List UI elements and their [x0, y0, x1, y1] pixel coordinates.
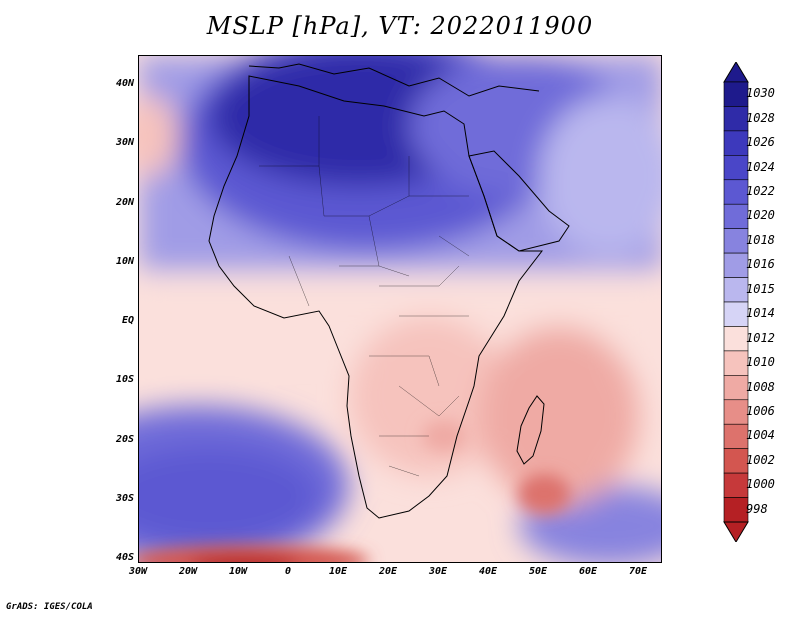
pressure-map — [139, 56, 661, 562]
colorbar-swatch — [723, 252, 749, 278]
colorbar-arrow-bottom — [723, 521, 749, 542]
colorbar-level-label: 1015 — [746, 281, 775, 296]
colorbar-swatch — [723, 497, 749, 523]
colorbar-swatch — [723, 375, 749, 401]
colorbar-level-label: 998 — [746, 501, 768, 516]
africa-coastline — [208, 75, 544, 519]
madagascar-coastline — [516, 395, 545, 465]
lat-tick-label: 20N — [115, 196, 134, 208]
colorbar-level-label: 1016 — [746, 257, 775, 272]
colorbar-swatch — [723, 228, 749, 254]
plot-title: MSLP [hPa], VT: 2022011900 — [206, 12, 594, 40]
colorbar-level-label: 1010 — [746, 355, 775, 370]
lat-tick-label: EQ — [121, 315, 134, 326]
colorbar-swatch — [723, 179, 749, 205]
lat-tick-label: 30N — [115, 137, 134, 149]
colorbar-swatch — [723, 81, 749, 107]
colorbar-swatch — [723, 399, 749, 425]
pressure-field — [139, 56, 661, 562]
lat-tick-label: 10N — [115, 255, 134, 267]
lon-tick-label: 20W — [178, 566, 198, 577]
lat-tick-label: 10S — [115, 374, 134, 386]
colorbar-level-label: 1006 — [746, 404, 775, 418]
colorbar-arrow-top — [723, 62, 749, 83]
colorbar-swatch — [723, 203, 749, 229]
mozambique-channel-low — [479, 326, 639, 506]
southern-ocean-low-core — [190, 556, 298, 562]
lon-tick-label: 30W — [128, 566, 148, 577]
europe-coastline — [248, 63, 540, 97]
colorbar-swatch — [723, 350, 749, 376]
atlantic-north-low — [139, 96, 179, 176]
lat-tick-label: 40S — [115, 552, 134, 563]
lon-tick-label: 60E — [578, 566, 598, 577]
coastlines — [208, 63, 570, 519]
colorbar-swatch — [723, 277, 749, 303]
lat-tick-label: 40N — [115, 78, 134, 89]
colorbar-level-label: 1012 — [746, 330, 775, 345]
colorbar-level-label: 1000 — [746, 477, 775, 492]
colorbar-swatch — [723, 326, 749, 352]
colorbar-swatch — [723, 472, 749, 498]
map-panel — [138, 55, 662, 563]
lon-tick-label: 10W — [228, 566, 248, 577]
colorbar-swatch — [723, 130, 749, 156]
country-borders — [259, 116, 470, 477]
colorbar-level-label: 1008 — [746, 379, 775, 394]
colorbar-level-label: 1014 — [746, 306, 775, 321]
colorbar-swatch — [723, 423, 749, 449]
lon-tick-label: 20E — [378, 566, 398, 577]
lon-tick-label: 10E — [328, 566, 348, 577]
lon-tick-label: 40E — [478, 566, 498, 577]
colorbar-level-label: 1022 — [746, 184, 775, 198]
colorbar-level-label: 1024 — [746, 159, 775, 174]
colorbar-level-label: 1002 — [746, 452, 775, 467]
colorbar-swatch — [723, 106, 749, 132]
colorbar-level-label: 1026 — [746, 135, 775, 150]
colorbar-swatch — [723, 448, 749, 474]
colorbar-level-label: 1018 — [746, 232, 775, 247]
credit-footer: GrADS: IGES/COLA — [6, 602, 93, 612]
colorbar-level-label: 1004 — [746, 428, 775, 443]
lon-tick-label: 30E — [428, 566, 448, 577]
cyclone-core — [518, 474, 570, 514]
colorbar-level-label: 1028 — [746, 110, 775, 125]
southern-ocean-low — [139, 545, 369, 562]
lat-tick-label: 20S — [115, 433, 134, 445]
south-atlantic-high-core — [139, 446, 319, 546]
lon-tick-label: 0 — [284, 566, 292, 577]
colorbar-swatch — [723, 301, 749, 327]
colorbar-level-label: 1020 — [746, 208, 775, 223]
colorbar — [723, 62, 749, 542]
border-lines — [259, 116, 470, 477]
colorbar-level-label: 1030 — [746, 86, 775, 101]
lat-tick-label: 30S — [115, 492, 134, 504]
arabia-coastline — [468, 150, 570, 252]
lon-tick-label: 50E — [528, 566, 548, 577]
colorbar-swatch — [723, 155, 749, 181]
arabian-sea-region — [539, 96, 661, 256]
lon-tick-label: 70E — [628, 566, 648, 577]
